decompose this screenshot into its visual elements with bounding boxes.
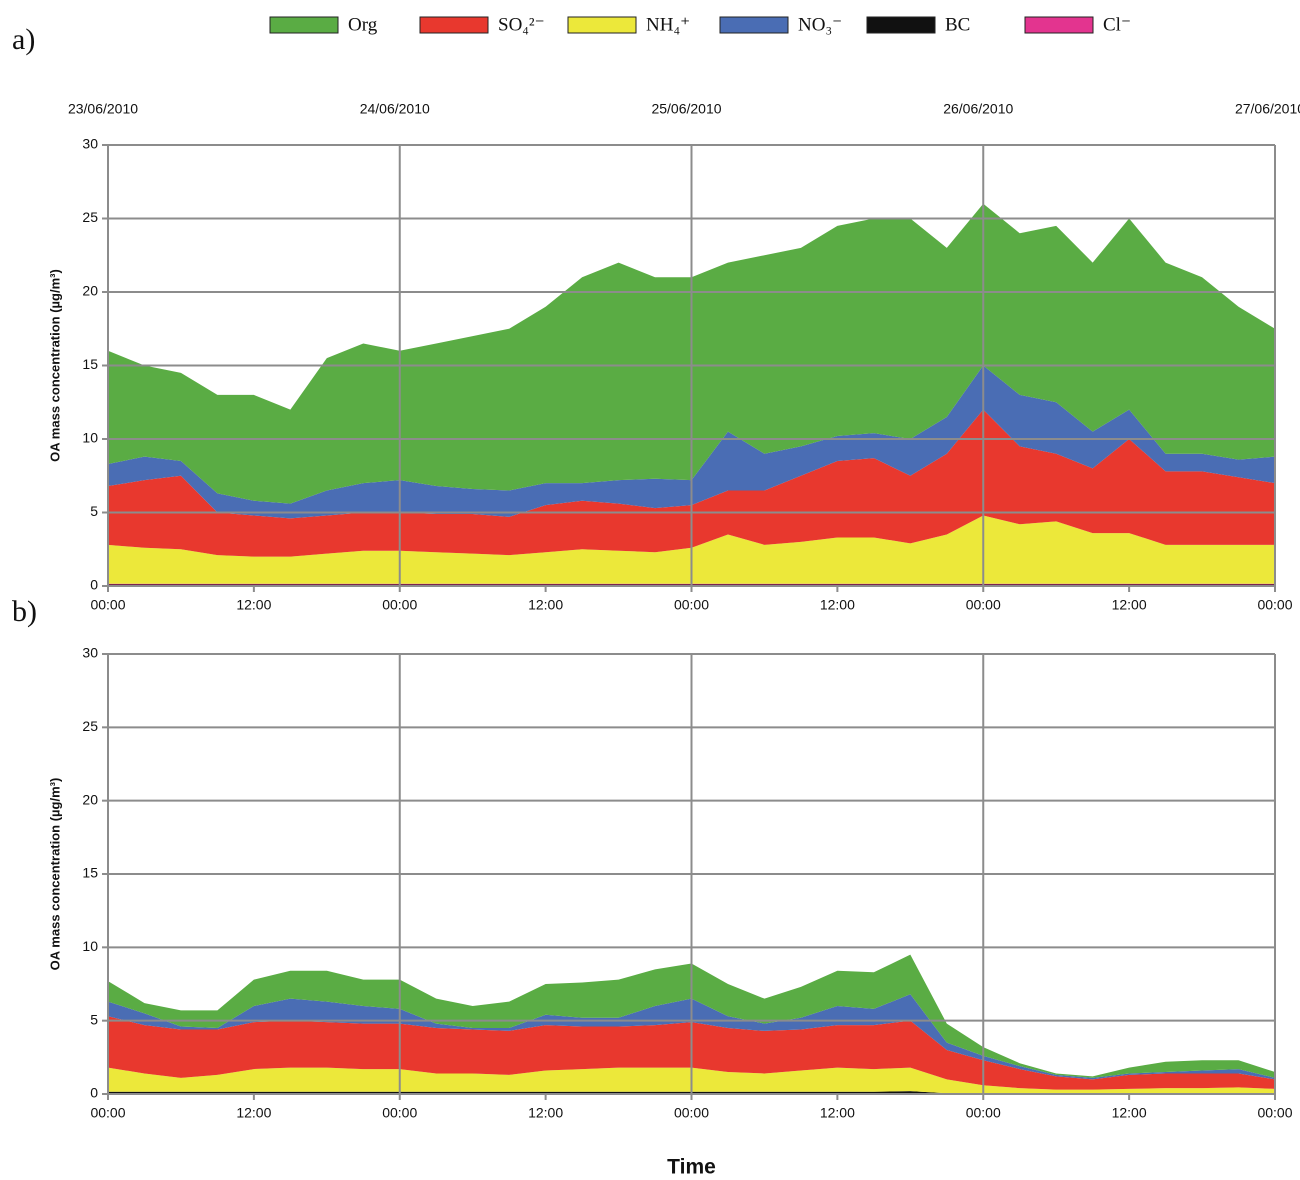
x-tick-label: 00:00 bbox=[966, 597, 1001, 613]
x-tick-label: 00:00 bbox=[382, 1105, 417, 1121]
date-label: 27/06/2010 bbox=[1235, 101, 1300, 117]
y-tick-label: 15 bbox=[82, 356, 98, 372]
y-tick-label: 0 bbox=[90, 577, 98, 593]
legend-swatch bbox=[269, 16, 339, 34]
x-tick-label: 00:00 bbox=[90, 1105, 125, 1121]
date-label: 26/06/2010 bbox=[943, 101, 1013, 117]
y-axis-title: OA mass concentration (µg/m³) bbox=[47, 778, 62, 971]
x-tick-label: 00:00 bbox=[674, 597, 709, 613]
x-tick-label: 12:00 bbox=[1112, 1105, 1147, 1121]
y-tick-label: 25 bbox=[82, 718, 98, 734]
y-tick-label: 5 bbox=[90, 503, 98, 519]
y-tick-label: 30 bbox=[82, 136, 98, 152]
legend-swatch bbox=[1024, 16, 1094, 34]
y-tick-label: 10 bbox=[82, 938, 98, 954]
panel-label: b) bbox=[12, 595, 37, 628]
x-tick-label: 00:00 bbox=[382, 597, 417, 613]
y-tick-label: 5 bbox=[90, 1011, 98, 1027]
date-label: 23/06/2010 bbox=[68, 101, 138, 117]
y-tick-label: 25 bbox=[82, 209, 98, 225]
x-tick-label: 12:00 bbox=[528, 1105, 563, 1121]
x-tick-label: 12:00 bbox=[236, 597, 271, 613]
y-tick-label: 20 bbox=[82, 283, 98, 299]
y-tick-label: 20 bbox=[82, 791, 98, 807]
date-label: 24/06/2010 bbox=[360, 101, 430, 117]
legend-label: NO₃⁻ bbox=[798, 14, 842, 35]
x-tick-label: 00:00 bbox=[966, 1105, 1001, 1121]
x-tick-label: 12:00 bbox=[820, 1105, 855, 1121]
legend-swatch bbox=[419, 16, 489, 34]
x-axis-title: Time bbox=[667, 1156, 716, 1179]
legend-swatch bbox=[719, 16, 789, 34]
x-tick-label: 00:00 bbox=[674, 1105, 709, 1121]
x-tick-label: 12:00 bbox=[820, 597, 855, 613]
x-tick-label: 12:00 bbox=[528, 597, 563, 613]
y-axis-title: OA mass concentration (µg/m³) bbox=[47, 269, 62, 462]
legend-swatch bbox=[866, 16, 936, 34]
panel-label: a) bbox=[12, 23, 35, 56]
x-tick-label: 00:00 bbox=[1257, 597, 1292, 613]
x-tick-label: 00:00 bbox=[1257, 1105, 1292, 1121]
x-tick-label: 12:00 bbox=[1112, 597, 1147, 613]
y-tick-label: 15 bbox=[82, 865, 98, 881]
y-tick-label: 10 bbox=[82, 430, 98, 446]
legend-label: Org bbox=[348, 14, 378, 35]
legend-label: Cl⁻ bbox=[1103, 14, 1131, 35]
x-tick-label: 12:00 bbox=[236, 1105, 271, 1121]
legend-label: SO₄²⁻ bbox=[498, 14, 545, 35]
date-label: 25/06/2010 bbox=[651, 101, 721, 117]
legend-label: NH₄⁺ bbox=[646, 14, 690, 35]
x-tick-label: 00:00 bbox=[90, 597, 125, 613]
legend-label: BC bbox=[945, 14, 970, 35]
legend-swatch bbox=[567, 16, 637, 34]
y-tick-label: 0 bbox=[90, 1085, 98, 1101]
y-tick-label: 30 bbox=[82, 645, 98, 661]
